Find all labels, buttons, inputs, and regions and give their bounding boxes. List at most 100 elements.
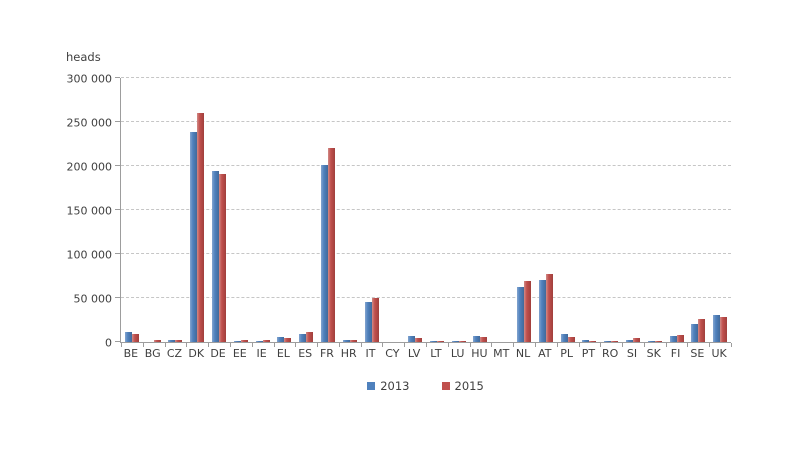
bar-2015-LV [415,338,423,342]
x-tick-label-DK: DK [188,347,205,360]
legend: 2013 2015 [120,379,731,393]
bar-2015-LT [436,340,444,342]
gridline-250000 [121,121,731,122]
bar-2013-IE [255,341,263,342]
bar-2015-IT [371,298,379,342]
bar-2015-FI [676,335,684,342]
x-tick-label-BE: BE [123,347,139,360]
y-axis-tick-labels: 0 50 000 100 000 150 000 200 000 250 000 300 0… [0,73,113,350]
bar-2013-LT [429,340,437,342]
bar-2013-NL [517,286,525,342]
bar-2015-LU [458,340,466,342]
gridline-50000 [121,297,731,298]
y-tick-label: 50 000 [73,292,113,306]
x-axis-tick [208,343,210,347]
bar-2015-FR [327,148,335,342]
x-axis-tick [273,343,275,347]
y-tick-label: 150 000 [66,204,113,218]
x-axis-tick [665,343,667,347]
x-tick-label-HR: HR [340,347,357,360]
bar-2015-UK [720,316,728,342]
x-tick-label-HU: HU [471,347,488,360]
x-axis-tick [731,343,732,347]
x-axis-tick [687,343,689,347]
x-axis-tick [251,343,253,347]
bar-2013-IT [364,302,372,342]
x-axis-tick [491,343,493,347]
x-tick-label-EL: EL [276,347,290,360]
x-axis-tick [382,343,384,347]
x-tick-label-LV: LV [407,347,421,360]
x-tick-label-LU: LU [450,347,465,360]
x-tick-label-IE: IE [256,347,267,360]
x-tick-label-DE: DE [210,347,226,360]
bar-2013-PL [560,333,568,342]
bar-2013-SI [625,339,633,342]
x-tick-label-LT: LT [430,347,442,360]
y-tick-label: 250 000 [66,116,113,130]
x-axis-tick [229,343,231,347]
bar-2013-RO [604,341,612,342]
bar-2015-BE [131,333,139,342]
x-axis-tick [600,343,602,347]
bar-2015-RO [611,340,619,342]
bar-2013-FI [669,336,677,342]
x-axis-tick [404,343,406,347]
bar-2013-BE [124,332,132,342]
x-tick-label-UK: UK [711,347,727,360]
x-axis-tick [447,343,449,347]
y-axis-unit-label: heads [66,50,101,64]
bar-2015-EL [284,337,292,342]
x-tick-label-ES: ES [298,347,313,360]
x-axis-tick [186,343,188,347]
x-axis-tick [643,343,645,347]
bar-2015-CZ [175,339,183,342]
bar-2013-EL [277,337,285,342]
x-axis-tick [513,343,515,347]
x-axis-tick-labels: BE BG CZ DK DE EE IE EL ES FR HR IT CY LV LT LU HU MT NL AT… [120,347,731,361]
gridline-200000 [121,165,731,166]
bar-2015-AT [545,274,553,342]
bar-2015-PT [589,340,597,342]
gridline-300000 [121,77,731,78]
bar-2013-ES [299,334,307,342]
x-tick-label-SI: SI [626,347,638,360]
bar-2015-SK [654,340,662,342]
x-axis-tick [142,343,144,347]
x-tick-label-RO: RO [602,347,619,360]
bar-2015-BG [153,340,161,342]
bar-2015-SI [632,338,640,342]
x-axis-tick [556,343,558,347]
x-axis-tick [469,343,471,347]
x-tick-label-NL: NL [515,347,531,360]
legend-item-2015: 2015 [441,379,484,393]
x-tick-label-SE: SE [690,347,705,360]
bar-2013-HU [473,336,481,342]
legend-swatch-2013-icon [367,382,376,390]
bar-2013-LU [451,340,459,342]
y-axis-tick [115,77,120,78]
x-axis-tick [164,343,166,347]
bar-2013-FR [320,165,328,342]
bar-2015-PL [567,336,575,342]
bar-2015-SE [698,319,706,342]
bar-2015-ES [306,331,314,342]
y-tick-label: 100 000 [66,248,113,262]
x-tick-label-FI: FI [670,347,681,360]
y-axis-tick [115,253,120,254]
bar-2015-DE [219,173,227,342]
gridline-100000 [121,253,731,254]
y-axis-tick [115,341,120,342]
x-tick-label-MT: MT [493,347,510,360]
x-axis-tick [121,343,122,347]
y-tick-label: 200 000 [66,160,113,174]
bar-2013-CZ [168,339,176,342]
x-tick-label-FR: FR [319,347,334,360]
x-axis-tick [295,343,297,347]
bar-2013-DK [190,131,198,342]
bar-2013-AT [538,280,546,342]
x-tick-label-CZ: CZ [166,347,183,360]
x-tick-label-BG: BG [144,347,161,360]
plot-area [115,77,732,347]
